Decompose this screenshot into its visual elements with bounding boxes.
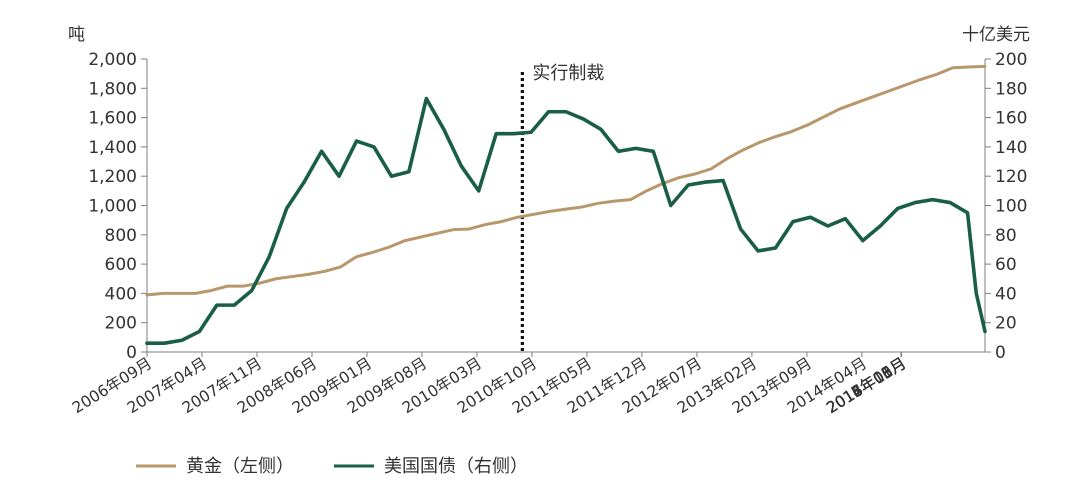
right-tick-label: 180 xyxy=(995,79,1027,99)
left-tick-label: 600 xyxy=(105,255,137,275)
left-tick-label: 1,000 xyxy=(88,197,137,217)
right-tick-label: 60 xyxy=(995,255,1017,275)
legend-label-treasury: 美国国债（右侧） xyxy=(384,456,528,477)
legend-label-gold: 黄金（左侧） xyxy=(186,456,294,477)
left-tick-label: 1,400 xyxy=(88,138,137,158)
left-tick-label: 800 xyxy=(105,226,137,246)
right-tick-label: 0 xyxy=(995,343,1006,363)
right-tick-label: 40 xyxy=(995,284,1017,304)
right-tick-label: 200 xyxy=(995,50,1027,70)
left-tick-label: 0 xyxy=(126,343,137,363)
legend: 黄金（左侧） 美国国债（右侧） xyxy=(136,456,528,477)
left-tick-label: 1,800 xyxy=(88,79,137,99)
right-axis-unit: 十亿美元 xyxy=(962,25,1030,45)
left-tick-label: 200 xyxy=(105,314,137,334)
series-treasury-line xyxy=(145,96,987,346)
series-gold-line xyxy=(145,64,987,297)
right-tick-label: 120 xyxy=(995,167,1027,187)
left-axis-unit: 吨 xyxy=(68,25,85,45)
right-tick-label: 20 xyxy=(995,314,1017,334)
left-tick-label: 2,000 xyxy=(88,50,137,70)
left-tick-label: 400 xyxy=(105,284,137,304)
right-tick-label: 80 xyxy=(995,226,1017,246)
right-tick-label: 100 xyxy=(995,197,1027,217)
left-tick-label: 1,200 xyxy=(88,167,137,187)
sanction-marker-label: 实行制裁 xyxy=(532,63,604,84)
left-tick-label: 1,600 xyxy=(88,109,137,129)
chart-marks: 实行制裁 xyxy=(145,63,987,352)
axes: 02004006008001,0001,2001,4001,6001,8002,… xyxy=(69,50,1027,417)
right-tick-label: 160 xyxy=(995,109,1027,129)
right-tick-label: 140 xyxy=(995,138,1027,158)
